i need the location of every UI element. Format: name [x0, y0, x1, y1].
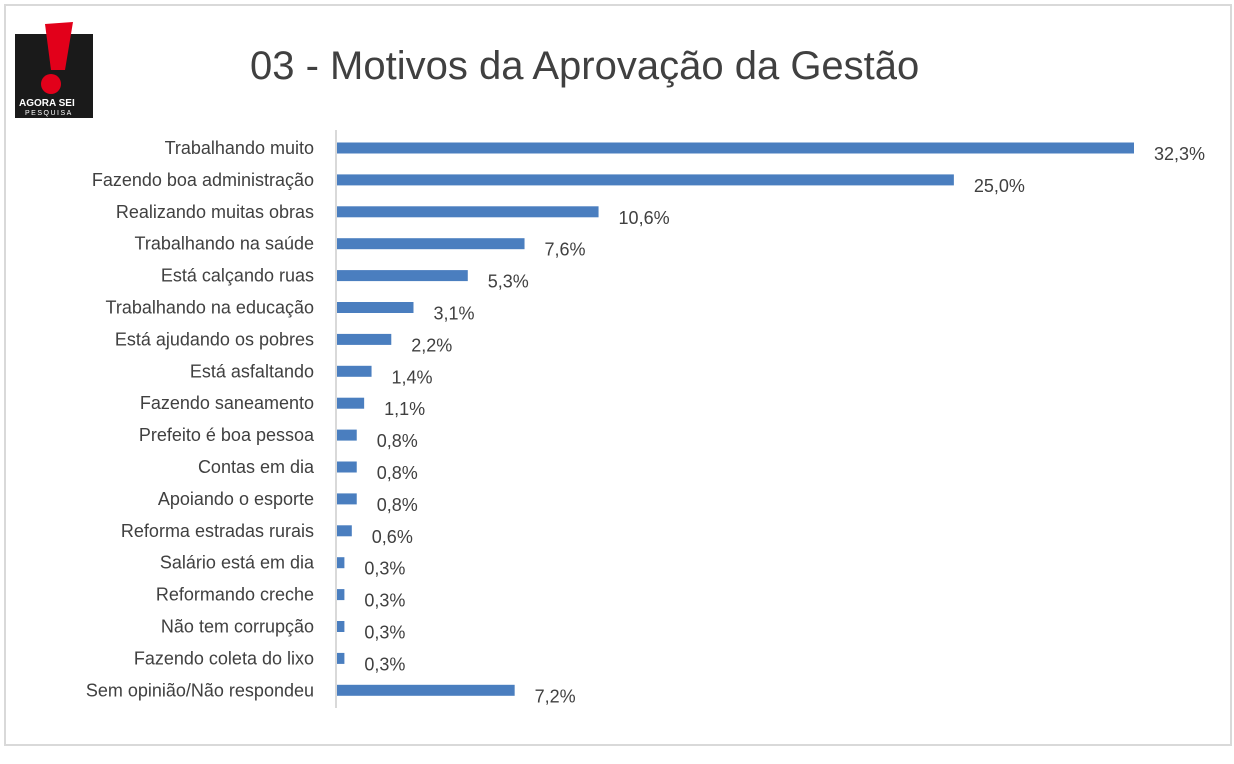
value-label: 2,2% [411, 335, 452, 355]
value-label: 0,8% [377, 431, 418, 451]
value-label: 25,0% [974, 176, 1025, 196]
value-label: 0,6% [372, 527, 413, 547]
category-label: Reforma estradas rurais [121, 521, 314, 541]
category-label: Fazendo saneamento [140, 393, 314, 413]
bar [337, 238, 525, 250]
bar [337, 365, 372, 377]
category-label: Fazendo coleta do lixo [134, 648, 314, 668]
bar [337, 652, 345, 664]
value-label: 1,1% [384, 399, 425, 419]
value-label: 32,3% [1154, 144, 1205, 164]
value-label: 0,8% [377, 495, 418, 515]
bar [337, 589, 345, 601]
logo-text-line2: PESQUISA [25, 110, 73, 117]
logo-exclamation-stroke [45, 22, 73, 70]
value-label: 10,6% [619, 208, 670, 228]
bar [337, 429, 357, 441]
value-label: 7,2% [535, 686, 576, 706]
value-label: 0,3% [364, 654, 405, 674]
category-label: Prefeito é boa pessoa [139, 425, 315, 445]
logo-exclamation-dot [41, 74, 61, 94]
value-label: 3,1% [433, 304, 474, 324]
category-label: Salário está em dia [160, 553, 315, 573]
category-label: Reformando creche [156, 585, 314, 605]
bar [337, 142, 1134, 154]
value-label: 0,3% [364, 623, 405, 643]
bar [337, 525, 352, 537]
category-label: Está calçando ruas [161, 266, 314, 286]
bar [337, 206, 599, 218]
value-label: 0,8% [377, 463, 418, 483]
category-label: Sem opinião/Não respondeu [86, 680, 314, 700]
bar [337, 684, 515, 696]
bar [337, 621, 345, 632]
category-label: Trabalhando na educação [106, 298, 315, 318]
category-label: Trabalhando muito [165, 138, 314, 158]
chart-frame [4, 4, 1232, 746]
chart-title: 03 - Motivos da Aprovação da Gestão [250, 44, 920, 88]
category-label: Está asfaltando [190, 361, 314, 381]
agora-sei-logo: AGORA SEI PESQUISA [15, 22, 95, 118]
category-label: Está ajudando os pobres [115, 329, 314, 349]
bar [337, 270, 468, 282]
category-label: Contas em dia [198, 457, 315, 477]
bar [337, 302, 414, 313]
value-label: 1,4% [392, 367, 433, 387]
bar [337, 461, 357, 473]
bar [337, 493, 357, 505]
logo-text-line1: AGORA SEI [19, 98, 75, 109]
value-label: 7,6% [545, 240, 586, 260]
category-label: Fazendo boa administração [92, 170, 314, 190]
exclamation-mark-logo-icon: AGORA SEI PESQUISA [15, 22, 93, 118]
bar [337, 557, 345, 569]
value-label: 5,3% [488, 272, 529, 292]
bar [337, 397, 365, 409]
value-label: 0,3% [364, 591, 405, 611]
category-label: Apoiando o esporte [158, 489, 314, 509]
value-label: 0,3% [364, 559, 405, 579]
category-label: Realizando muitas obras [116, 202, 314, 222]
category-label: Trabalhando na saúde [135, 234, 314, 254]
bars-group: Trabalhando muito 32,3% Fazendo boa admini… [86, 138, 1205, 706]
category-label: Não tem corrupção [161, 617, 314, 637]
bar [337, 333, 392, 345]
bar [337, 174, 954, 186]
